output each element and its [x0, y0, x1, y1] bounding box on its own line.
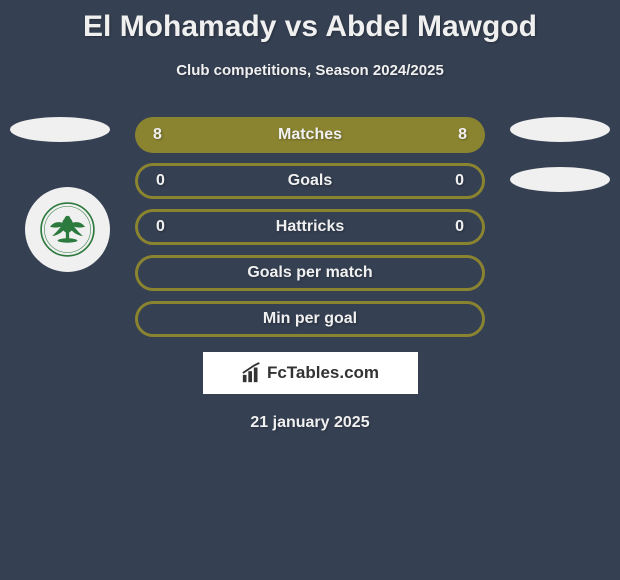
stat-label: Hattricks [276, 218, 344, 236]
stat-row-goals: 0 Goals 0 [135, 163, 485, 199]
team-logo-graphic [40, 202, 95, 257]
stat-label: Goals per match [247, 264, 372, 282]
player-placeholder-right-2 [510, 167, 610, 192]
stat-row-hattricks: 0 Hattricks 0 [135, 209, 485, 245]
stat-row-matches: 8 Matches 8 [135, 117, 485, 153]
stat-row-goals-per-match: Goals per match [135, 255, 485, 291]
brand-text: FcTables.com [241, 362, 379, 384]
stats-container: 8 Matches 8 0 Goals 0 0 Hattricks 0 Goal… [135, 117, 485, 337]
stat-right-value: 8 [447, 126, 467, 144]
brand-box: FcTables.com [203, 352, 418, 394]
page-title: El Mohamady vs Abdel Mawgod [0, 0, 620, 44]
stat-right-value: 0 [444, 218, 464, 236]
stat-left-value: 0 [156, 218, 176, 236]
date-text: 21 january 2025 [0, 414, 620, 432]
subtitle: Club competitions, Season 2024/2025 [0, 62, 620, 79]
player-placeholder-left [10, 117, 110, 142]
chart-icon [241, 362, 263, 384]
stat-row-min-per-goal: Min per goal [135, 301, 485, 337]
stat-label: Matches [278, 126, 342, 144]
stat-right-value: 0 [444, 172, 464, 190]
stat-left-value: 8 [153, 126, 173, 144]
stat-left-value: 0 [156, 172, 176, 190]
content-wrapper: 8 Matches 8 0 Goals 0 0 Hattricks 0 Goal… [0, 117, 620, 432]
stat-label: Goals [288, 172, 332, 190]
team-logo [25, 187, 110, 272]
player-placeholder-right-1 [510, 117, 610, 142]
brand-label: FcTables.com [267, 363, 379, 383]
stat-label: Min per goal [263, 310, 357, 328]
